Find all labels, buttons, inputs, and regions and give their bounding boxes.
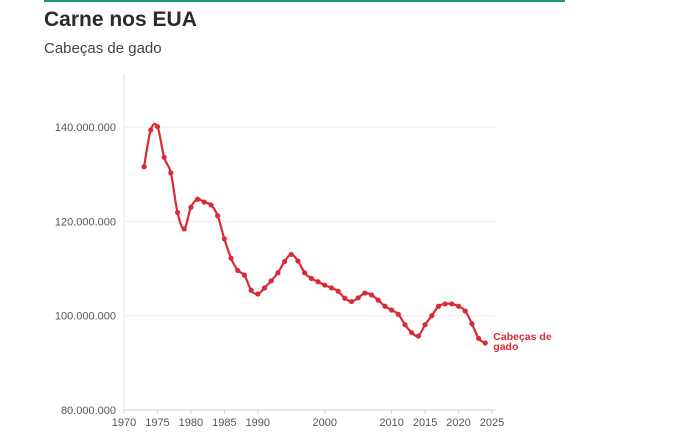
data-point (462, 308, 468, 314)
data-point (315, 279, 321, 285)
data-point (455, 303, 462, 309)
data-point (409, 330, 415, 336)
data-point (389, 307, 395, 313)
data-point (215, 213, 221, 219)
data-point (342, 295, 348, 301)
gridlines (124, 126, 495, 411)
data-point (208, 202, 214, 208)
data-point (255, 291, 261, 297)
data-point (275, 270, 281, 276)
data-point (188, 204, 194, 210)
series-cattle: Cabeças de gado (141, 122, 552, 353)
y-axis: 80.000.000 100.000.000 120.000.000 140.000.… (55, 74, 125, 417)
chart-title: Carne nos EUA (44, 8, 197, 31)
data-point (288, 251, 294, 258)
y-tick-label: 100.000.000 (55, 311, 116, 323)
data-point (449, 301, 455, 307)
data-point (161, 154, 167, 160)
top-accent-line (44, 0, 565, 2)
x-tick-label: 2020 (446, 417, 470, 429)
data-point (415, 333, 421, 339)
x-tick-label: 1970 (112, 417, 136, 429)
data-point (295, 258, 301, 264)
data-point (308, 275, 314, 282)
data-point (174, 209, 181, 216)
data-point (235, 267, 241, 274)
data-point (148, 127, 154, 133)
y-tick-label: 80.000.000 (61, 405, 116, 417)
x-tick-label: 1980 (179, 417, 203, 429)
data-point (228, 255, 234, 261)
data-point (422, 322, 428, 328)
data-point (429, 313, 435, 319)
x-tick-label: 1975 (145, 417, 169, 429)
data-point (375, 297, 381, 303)
chart-subtitle: Cabeças de gado (44, 40, 162, 57)
data-point (181, 226, 187, 232)
data-point (261, 285, 268, 291)
x-tick-label: 2015 (413, 417, 437, 429)
x-tick-label: 2000 (312, 417, 336, 429)
series-line (142, 122, 486, 345)
y-tick-label: 120.000.000 (55, 216, 116, 228)
data-point (395, 311, 401, 317)
x-tick-label: 1985 (212, 417, 236, 429)
data-point (382, 303, 388, 309)
x-tick-label: 2010 (379, 417, 403, 429)
data-point (281, 258, 288, 265)
y-tick-label: 140.000.000 (55, 122, 116, 134)
x-tick-label: 1990 (246, 417, 270, 429)
x-axis: 1970 1975 1980 1985 1990 2000 2010 2015 2020 2025 (112, 410, 504, 429)
data-point (335, 288, 341, 294)
data-point (442, 301, 448, 307)
data-point (168, 170, 174, 176)
data-point (476, 335, 482, 341)
data-point (348, 298, 355, 305)
data-point (221, 236, 227, 242)
x-tick-label: 2025 (480, 417, 504, 429)
series-end-label: Cabeças de gado (493, 331, 552, 353)
data-point (302, 270, 308, 276)
data-point (482, 340, 488, 346)
data-point (368, 292, 375, 298)
data-point (154, 124, 161, 130)
data-point (469, 321, 475, 327)
data-point (201, 199, 207, 205)
data-point (268, 278, 274, 284)
data-point (141, 164, 147, 170)
data-point (241, 272, 248, 278)
data-point (328, 285, 335, 291)
data-point (322, 282, 328, 288)
data-point (362, 290, 368, 296)
data-point (248, 287, 254, 293)
data-point (355, 295, 361, 301)
data-point (195, 196, 201, 202)
data-point (402, 322, 408, 328)
data-point (435, 303, 442, 309)
